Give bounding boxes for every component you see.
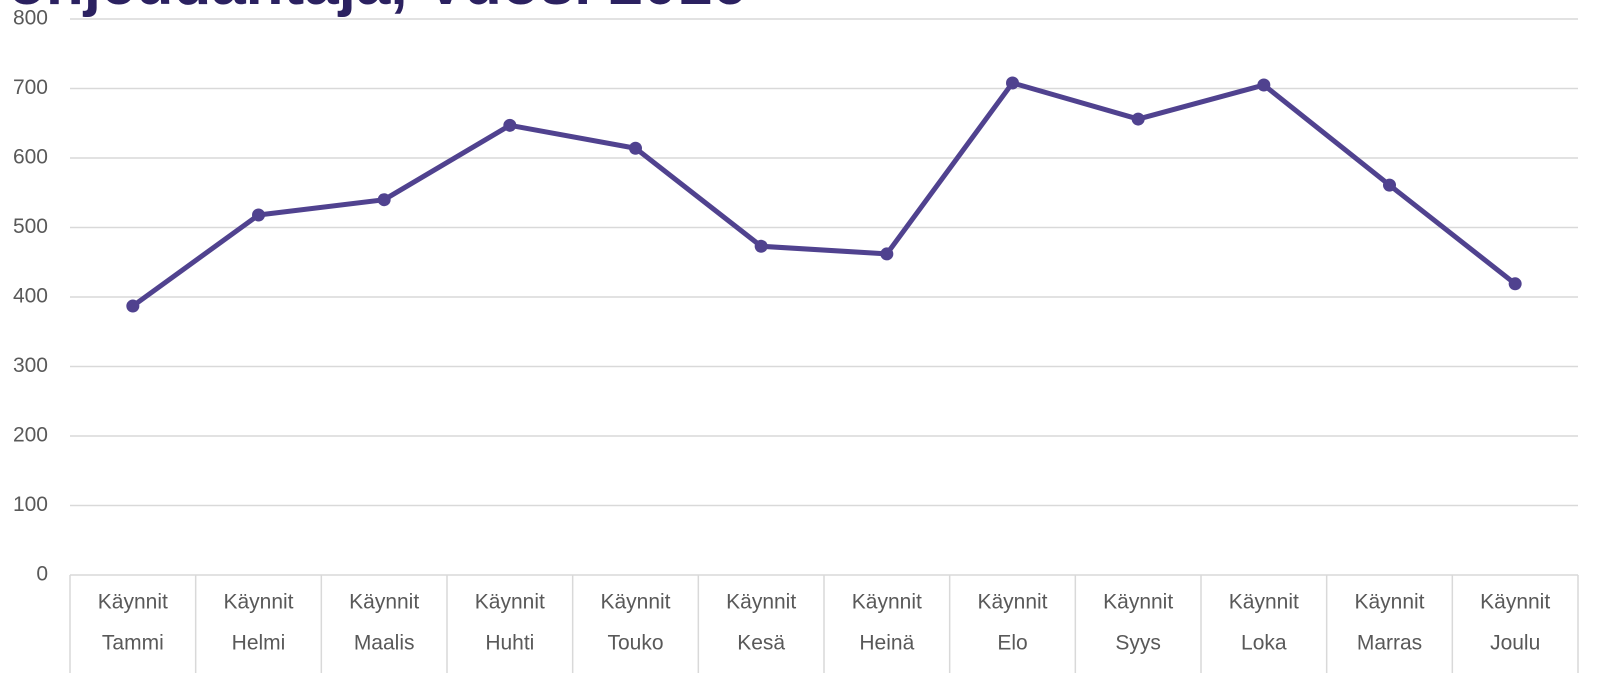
x-tick-label: Käynnit: [223, 591, 293, 614]
y-tick-label: 800: [13, 7, 48, 30]
y-tick-label: 400: [13, 285, 48, 308]
point: [1131, 112, 1145, 126]
x-tick-label: Käynnit: [977, 591, 1047, 614]
point: [252, 208, 265, 222]
y-tick-label: 200: [13, 424, 48, 447]
x-tick-label: Heinä: [859, 632, 914, 655]
point: [629, 141, 642, 155]
y-tick-label: 100: [13, 493, 48, 516]
x-tick-label: Elo: [997, 632, 1027, 655]
x-tick-label: Touko: [607, 632, 663, 655]
point: [1006, 76, 1019, 90]
y-tick-label: 700: [13, 76, 48, 99]
point: [1257, 78, 1271, 92]
x-tick-label: Käynnit: [98, 591, 168, 614]
x-tick-label: Huhti: [485, 632, 534, 655]
x-tick-label: Käynnit: [349, 591, 419, 614]
x-tick-label: Käynnit: [1229, 591, 1299, 614]
point: [377, 193, 391, 207]
x-tick-label: Loka: [1241, 632, 1287, 655]
chart-title: ohjeudantaja, Vuosi 2016: [8, 0, 747, 18]
x-tick-label: Käynnit: [726, 591, 796, 614]
point: [126, 299, 140, 313]
x-tick-label: Maalis: [354, 632, 415, 655]
x-tick-label: Marras: [1357, 632, 1422, 655]
x-tick-label: Käynnit: [1480, 591, 1550, 614]
y-tick-label: 0: [36, 563, 48, 586]
point: [880, 247, 894, 261]
x-tick-label: Joulu: [1490, 632, 1540, 655]
x-tick-label: Käynnit: [1103, 591, 1173, 614]
x-tick-label: Helmi: [232, 632, 286, 655]
x-tick-label: Käynnit: [1354, 591, 1424, 614]
x-tick-label: Tammi: [102, 632, 164, 655]
y-tick-label: 500: [13, 215, 48, 238]
x-tick-label: Kesä: [737, 632, 785, 655]
point: [1383, 178, 1396, 192]
x-tick-label: Käynnit: [852, 591, 922, 614]
x-tick-label: Syys: [1115, 632, 1161, 655]
point: [754, 239, 768, 253]
line: [131, 80, 1517, 309]
point: [503, 118, 517, 132]
point: [1508, 277, 1522, 291]
y-tick-label: 600: [13, 146, 48, 169]
y-tick-label: 300: [13, 354, 48, 377]
x-tick-label: Käynnit: [475, 591, 545, 614]
x-tick-label: Käynnit: [600, 591, 670, 614]
